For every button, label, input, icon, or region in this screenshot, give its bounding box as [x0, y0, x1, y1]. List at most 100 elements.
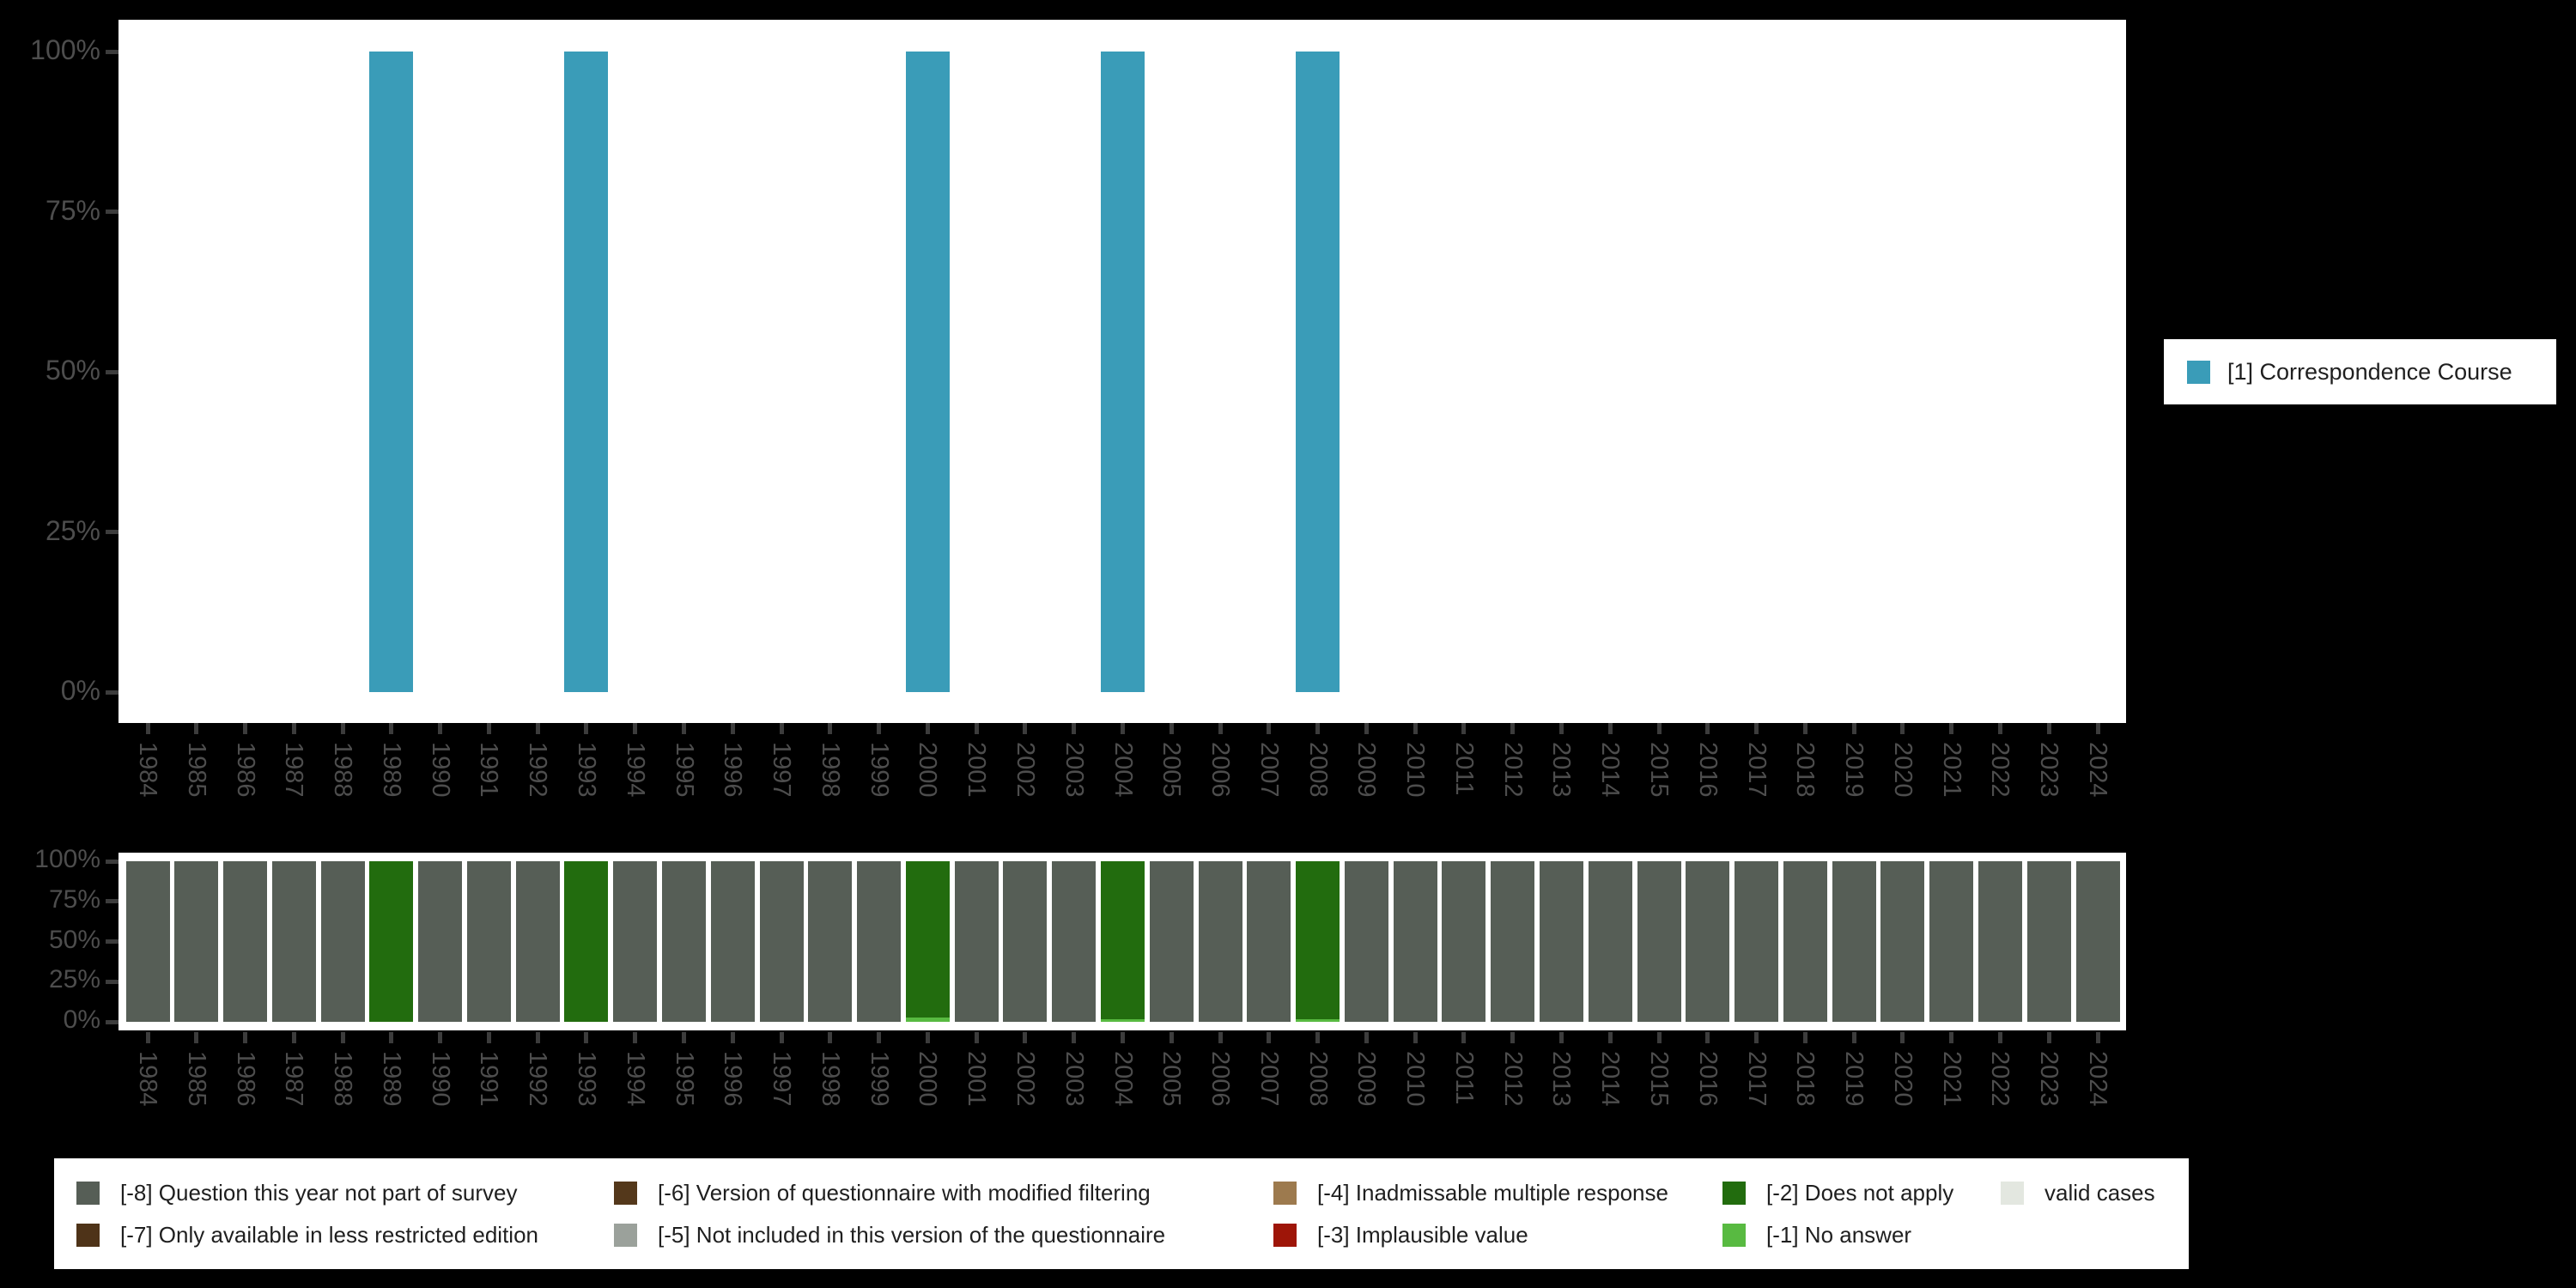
x-axis-tick [1315, 723, 1321, 734]
x-axis-tick-label: 2012 [1498, 742, 1527, 798]
legend-swatch [76, 1182, 100, 1205]
y-axis-tick [106, 210, 118, 214]
x-axis-tick [1461, 723, 1467, 734]
x-axis-tick [974, 723, 979, 734]
x-axis-tick [1949, 1032, 1954, 1043]
x-axis-tick [535, 1032, 540, 1043]
x-axis-tick [389, 723, 394, 734]
x-axis-tick-label: 1995 [670, 742, 698, 798]
x-axis-tick-label: 2000 [914, 1051, 942, 1107]
x-axis-tick-label: 2001 [963, 742, 991, 798]
x-axis-tick [633, 1032, 638, 1043]
bar-1992-segment [515, 861, 560, 1022]
x-axis-tick-label: 2023 [2035, 1051, 2063, 1107]
x-axis-tick-label: 1990 [426, 742, 454, 798]
x-axis-tick [1072, 723, 1077, 734]
bar-1995-segment [662, 861, 707, 1022]
x-axis-tick [486, 1032, 491, 1043]
x-axis-tick [1851, 723, 1856, 734]
x-axis-tick-label: 2013 [1547, 1051, 1576, 1107]
y-axis-tick-label: 50% [45, 355, 100, 386]
x-axis-tick [925, 723, 930, 734]
x-axis-tick [1072, 1032, 1077, 1043]
x-axis-tick [145, 723, 150, 734]
x-axis-tick [1705, 1032, 1710, 1043]
legend-swatch [614, 1224, 637, 1247]
bar-2017-segment [1735, 861, 1779, 1022]
bar-2024-segment [2075, 861, 2120, 1022]
x-axis-tick [584, 1032, 589, 1043]
x-axis-tick-label: 2019 [1840, 742, 1868, 798]
bar-2006-segment [1198, 861, 1242, 1022]
bar-2011-segment [1442, 861, 1486, 1022]
x-axis-tick-label: 2023 [2035, 742, 2063, 798]
x-axis-tick [584, 723, 589, 734]
bar-2012-segment [1491, 861, 1535, 1022]
x-axis-tick [535, 723, 540, 734]
x-axis-tick [1218, 1032, 1223, 1043]
x-axis-tick [1802, 1032, 1807, 1043]
x-axis-tick-label: 2008 [1303, 1051, 1332, 1107]
x-axis-tick [1949, 723, 1954, 734]
legend-item: [-2] Does not apply [1722, 1182, 1953, 1205]
bar-2000-segment [905, 52, 950, 692]
bar-2000-segment [905, 1018, 950, 1022]
x-axis-tick [730, 723, 735, 734]
x-axis-tick-label: 2010 [1401, 742, 1430, 798]
bar-1990-segment [418, 861, 463, 1022]
x-axis-tick [877, 723, 882, 734]
x-axis-tick [1510, 723, 1516, 734]
x-axis-tick [145, 1032, 150, 1043]
bar-2009-segment [1344, 861, 1388, 1022]
x-axis-tick-label: 2024 [2084, 742, 2111, 798]
bar-1997-segment [759, 861, 804, 1022]
legend-label: [-5] Not included in this version of the… [658, 1222, 1166, 1248]
x-axis-tick [1169, 723, 1174, 734]
bar-2023-segment [2026, 861, 2071, 1022]
x-axis-tick [1754, 723, 1759, 734]
x-axis-tick-label: 1987 [280, 1051, 308, 1107]
bar-2008-segment [1296, 861, 1340, 1020]
x-axis-tick [291, 723, 296, 734]
legend-swatch [614, 1182, 637, 1205]
bar-2004-segment [1101, 861, 1145, 1020]
x-axis-tick [1705, 723, 1710, 734]
x-axis-tick [243, 723, 248, 734]
bar-2015-segment [1637, 861, 1681, 1022]
bar-2020-segment [1880, 861, 1925, 1022]
x-axis-tick-label: 1986 [231, 1051, 259, 1107]
x-axis-tick-label: 2007 [1255, 742, 1283, 798]
x-axis-tick-label: 2018 [1791, 1051, 1820, 1107]
x-axis-tick [1656, 1032, 1662, 1043]
x-axis-tick-label: 2004 [1109, 742, 1137, 798]
y-axis-tick-label: 75% [48, 884, 100, 914]
x-axis-tick-label: 2022 [1986, 1051, 2014, 1107]
x-axis-tick [1461, 1032, 1467, 1043]
bar-2005-segment [1149, 861, 1194, 1022]
bar-2001-segment [954, 861, 999, 1022]
x-axis-tick-label: 2016 [1693, 742, 1722, 798]
bar-2008-segment [1296, 52, 1340, 692]
x-axis-tick [291, 1032, 296, 1043]
bar-2018-segment [1783, 861, 1827, 1022]
x-axis-tick [2095, 723, 2100, 734]
x-axis-tick-label: 1990 [426, 1051, 454, 1107]
x-axis-tick-label: 2005 [1157, 742, 1186, 798]
x-axis-tick [1900, 723, 1905, 734]
legend-swatch [1273, 1182, 1297, 1205]
x-axis-tick [194, 1032, 199, 1043]
x-axis-tick-label: 1985 [182, 742, 210, 798]
y-axis-tick [106, 979, 118, 984]
bar-2000-segment [905, 861, 950, 1018]
y-axis-tick-label: 25% [48, 965, 100, 994]
bar-1993-segment [564, 861, 609, 1022]
bar-2013-segment [1539, 861, 1583, 1022]
legend-swatch [1722, 1224, 1746, 1247]
legend-swatch [76, 1224, 100, 1247]
x-axis-tick [1754, 1032, 1759, 1043]
bar-1985-segment [174, 861, 219, 1022]
legend-label: valid cases [2044, 1180, 2155, 1206]
x-axis-tick [1558, 723, 1564, 734]
x-axis-tick-label: 1984 [134, 1051, 161, 1107]
legend-swatch [2001, 1182, 2024, 1205]
